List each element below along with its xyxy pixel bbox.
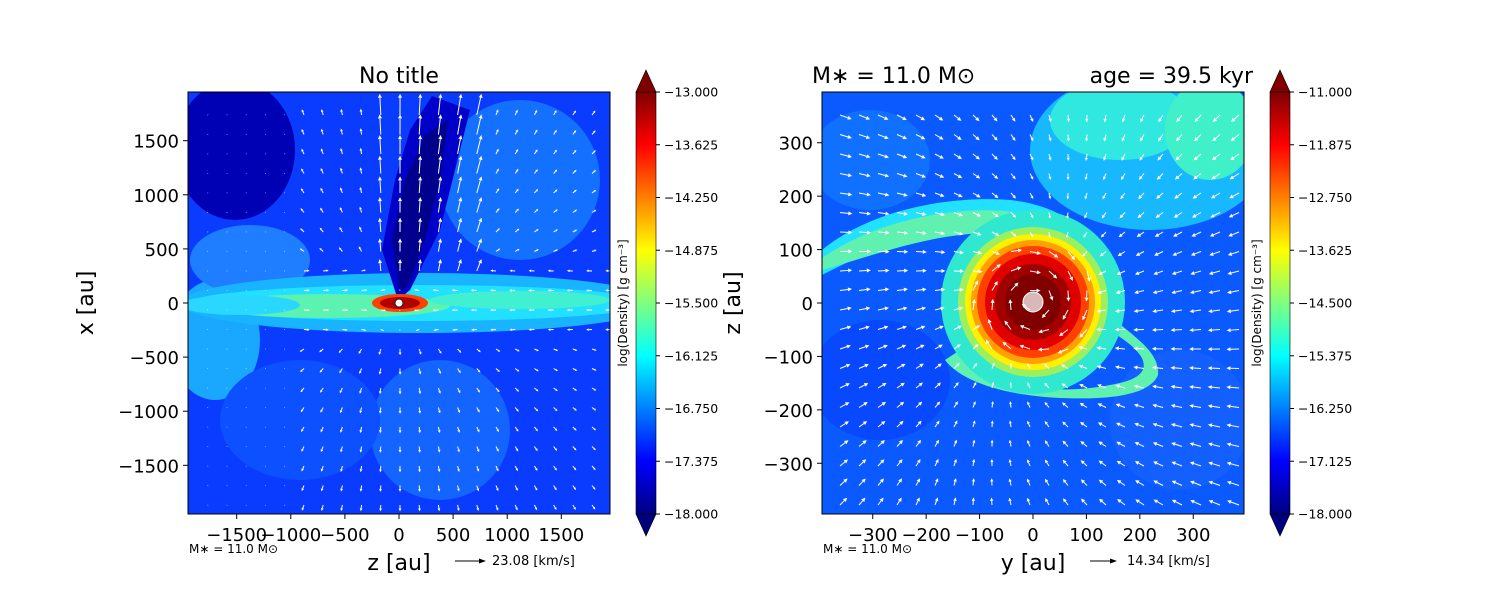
left-ylabel: x [au] xyxy=(74,271,99,336)
right-quiver-key-label: 14.34 [km/s] xyxy=(1127,554,1210,569)
left-velocity-arrow xyxy=(611,427,615,430)
right-colorbar-tick-label: −16.250 xyxy=(1298,401,1352,416)
left-colorbar-max-extension xyxy=(636,70,656,92)
left-colorbar-tick-label: −13.000 xyxy=(664,85,718,100)
right-colorbar-min-extension xyxy=(1270,514,1290,536)
right-ytick-label: 0 xyxy=(802,294,813,315)
right-ylabel: z [au] xyxy=(721,271,746,334)
left-xlabel: z [au] xyxy=(367,551,430,576)
left-velocity-arrow xyxy=(611,210,615,212)
right-mass-note: M∗ = 11.0 M⊙ xyxy=(823,542,912,556)
left-dark-region-topleft xyxy=(175,80,295,220)
left-y-axis: 1500 1000 500 0 −500 −1000 −1500 xyxy=(118,132,188,478)
right-colorbar-max-extension xyxy=(1270,70,1290,92)
right-colorbar-tick-label: −12.750 xyxy=(1298,190,1352,205)
left-velocity-arrow xyxy=(611,447,615,451)
left-quiver-key-label: 23.08 [km/s] xyxy=(492,554,575,569)
left-velocity-arrow xyxy=(611,170,615,173)
left-density-map xyxy=(170,80,660,514)
right-quiver-key: 14.34 [km/s] xyxy=(1090,554,1210,569)
left-colorbar-tick-label: −17.375 xyxy=(664,454,718,469)
left-quiver-key: 23.08 [km/s] xyxy=(455,554,575,569)
left-ytick-label: −500 xyxy=(130,348,179,369)
left-xtick-label: 0 xyxy=(393,525,404,546)
right-y-axis: 300 200 100 0 −100 −200 −300 xyxy=(764,134,822,476)
left-ytick-label: 0 xyxy=(168,294,179,315)
left-xtick-label: 1000 xyxy=(484,525,530,546)
right-ytick-label: 100 xyxy=(779,241,813,262)
right-colorbar-tick-label: −18.000 xyxy=(1298,507,1352,522)
left-velocity-arrow xyxy=(611,150,615,154)
left-velocity-arrow xyxy=(611,486,615,490)
left-title: No title xyxy=(359,64,439,89)
right-title-age: age = 39.5 kyr xyxy=(1090,64,1254,89)
right-colorbar-tick-label: −17.125 xyxy=(1298,454,1352,469)
left-ytick-label: −1500 xyxy=(118,456,179,477)
right-colorbar-tick-label: −14.500 xyxy=(1298,296,1352,311)
left-sink-particle xyxy=(395,299,403,307)
left-velocity-arrow xyxy=(611,505,614,509)
left-velocity-arrow xyxy=(611,190,615,193)
right-colorbar-tick-label: −13.625 xyxy=(1298,243,1352,258)
right-colorbar: −11.000 −11.875 −12.750 −13.625 −14.500 −15.3… xyxy=(1250,70,1352,536)
right-xtick-label: 300 xyxy=(1176,525,1210,546)
left-mass-note: M∗ = 11.0 M⊙ xyxy=(189,542,278,556)
right-ytick-label: −300 xyxy=(764,454,813,475)
right-colorbar-label: log(Density) [g cm⁻³] xyxy=(1250,239,1264,366)
right-ytick-label: 300 xyxy=(779,134,813,155)
right-panel: M∗ = 11.0 M⊙ age = 39.5 kyr xyxy=(721,64,1352,576)
right-ytick-label: −100 xyxy=(764,347,813,368)
right-colorbar-tick-label: −15.375 xyxy=(1298,348,1352,363)
left-colorbar-tick-label: −18.000 xyxy=(664,507,718,522)
left-velocity-arrow xyxy=(611,111,615,115)
right-xtick-label: 0 xyxy=(1027,525,1038,546)
left-colorbar-label: log(Density) [g cm⁻³] xyxy=(616,239,630,366)
right-density-map xyxy=(810,70,1270,514)
left-velocity-arrow xyxy=(611,230,616,232)
left-ytick-label: 1000 xyxy=(133,186,179,207)
left-velocity-arrow xyxy=(611,408,615,411)
left-xtick-label: 1500 xyxy=(538,525,584,546)
left-colorbar-tick-label: −13.625 xyxy=(664,137,718,152)
right-xtick-label: 100 xyxy=(1069,525,1103,546)
left-colorbar-tick-label: −16.750 xyxy=(664,401,718,416)
left-velocity-arrow xyxy=(611,131,615,135)
left-colorbar: −13.000 −13.625 −14.250 −14.875 −15.500 −16.1… xyxy=(616,70,718,536)
left-velocity-arrow xyxy=(611,388,615,390)
right-xlabel: y [au] xyxy=(1001,551,1066,576)
right-ytick-label: −200 xyxy=(764,401,813,422)
right-colorbar-tick-label: −11.875 xyxy=(1298,137,1352,152)
left-ytick-label: 1500 xyxy=(133,132,179,153)
right-xtick-label: −100 xyxy=(955,525,1004,546)
right-colorbar-tick-label: −11.000 xyxy=(1298,85,1352,100)
left-colorbar-tick-label: −14.875 xyxy=(664,243,718,258)
left-colorbar-tick-label: −16.125 xyxy=(664,348,718,363)
right-sink-particle xyxy=(1023,292,1043,312)
right-ytick-label: 200 xyxy=(779,187,813,208)
right-xtick-label: 200 xyxy=(1123,525,1157,546)
left-ytick-label: 500 xyxy=(145,240,179,261)
left-velocity-arrow xyxy=(611,369,616,371)
left-ytick-label: −1000 xyxy=(118,402,179,423)
left-colorbar-min-extension xyxy=(636,514,656,536)
left-colorbar-tick-label: −14.250 xyxy=(664,190,718,205)
left-colorbar-tick-label: −15.500 xyxy=(664,296,718,311)
left-xtick-label: −500 xyxy=(320,525,369,546)
left-xtick-label: 500 xyxy=(436,525,470,546)
right-title-mass: M∗ = 11.0 M⊙ xyxy=(812,64,975,89)
left-velocity-arrow xyxy=(611,466,615,470)
